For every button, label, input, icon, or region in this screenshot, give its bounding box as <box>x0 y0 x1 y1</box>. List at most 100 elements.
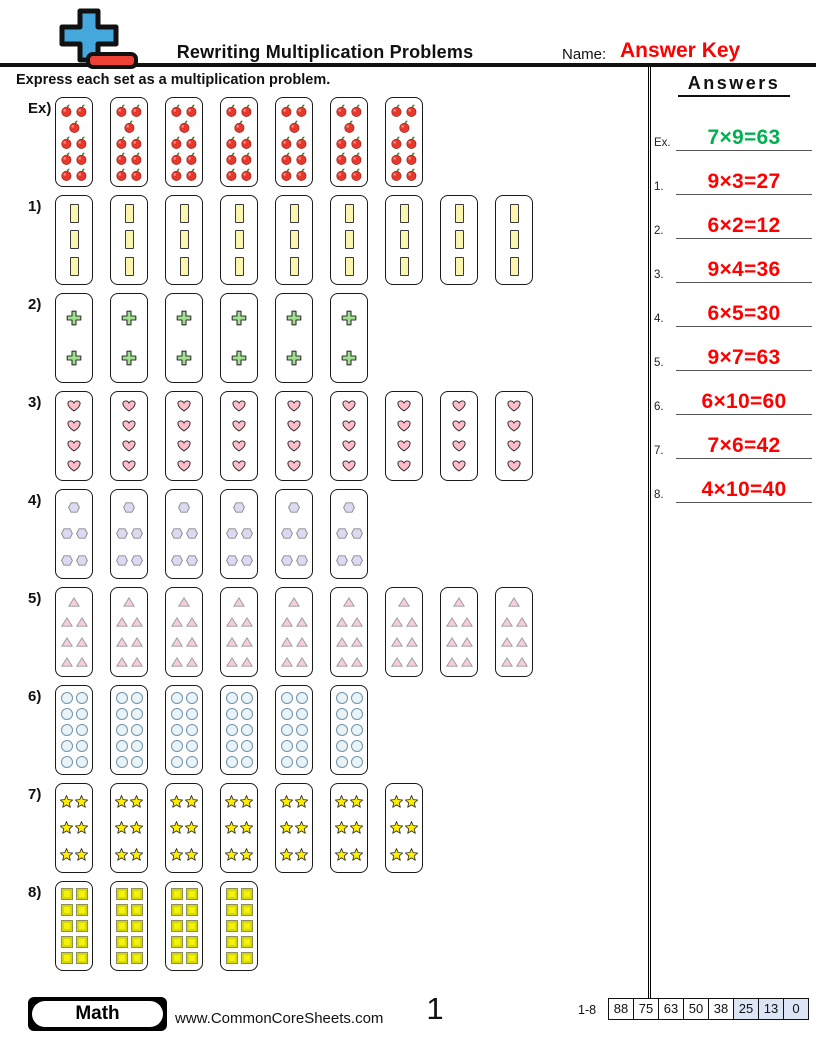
square-icon <box>115 936 128 948</box>
triangle-icon <box>445 637 458 647</box>
heart-icon <box>452 440 466 452</box>
shape-row <box>169 848 199 861</box>
star-icon <box>115 794 128 808</box>
triangle-icon <box>460 657 473 667</box>
square-icon <box>130 920 143 932</box>
score-cell: 25 <box>733 998 759 1020</box>
triangle-icon <box>453 597 465 607</box>
group-card <box>330 195 368 285</box>
shape-row <box>499 597 529 607</box>
group-card <box>165 783 203 873</box>
group-card <box>330 97 368 187</box>
shape-row <box>114 502 144 513</box>
shape-row <box>59 104 89 117</box>
answer-value: 6×2=12 <box>707 213 781 237</box>
problem-row: 7) <box>0 783 650 873</box>
apple-icon <box>335 168 348 181</box>
answer-value: 4×10=40 <box>701 477 787 501</box>
shape-row <box>114 230 144 250</box>
shape-row <box>169 724 199 736</box>
problem-row: Ex) <box>0 97 650 187</box>
group-card <box>275 783 313 873</box>
answer-row: 2. 6×2=12 <box>654 195 814 239</box>
triangle-icon <box>75 637 88 647</box>
answer-number: 4. <box>654 313 664 325</box>
triangle-icon <box>115 637 128 647</box>
shape-row <box>389 257 419 277</box>
shape-row <box>224 350 254 366</box>
circle-icon <box>225 692 238 704</box>
shape-row <box>334 657 364 667</box>
shape-row <box>59 756 89 768</box>
circle-icon <box>60 708 73 720</box>
answers-title: Answers <box>678 73 790 97</box>
apple-icon <box>405 152 418 165</box>
apple-icon <box>405 168 418 181</box>
apple-icon <box>170 152 183 165</box>
shape-row <box>334 136 364 149</box>
square-icon <box>75 920 88 932</box>
circle-icon <box>225 724 238 736</box>
card-set <box>55 391 533 481</box>
group-card <box>110 783 148 873</box>
star-icon <box>390 848 403 861</box>
shape-row <box>224 708 254 720</box>
shape-row <box>114 821 144 835</box>
triangle-icon <box>60 657 73 667</box>
heart-icon <box>122 440 136 452</box>
star-icon <box>405 821 418 835</box>
score-cell: 88 <box>608 998 634 1020</box>
square-icon <box>60 936 73 948</box>
triangle-icon <box>405 637 418 647</box>
apple-icon <box>225 136 238 149</box>
apple-icon <box>405 104 418 117</box>
score-cell: 13 <box>758 998 784 1020</box>
shape-row <box>169 460 199 472</box>
bar-icon <box>289 203 299 223</box>
shape-row <box>499 230 529 250</box>
triangle-icon <box>295 657 308 667</box>
star-icon <box>170 848 183 861</box>
shape-row <box>224 168 254 181</box>
shape-row <box>389 120 419 133</box>
shape-row <box>279 740 309 752</box>
heart-icon <box>397 400 411 412</box>
shape-row <box>114 657 144 667</box>
shape-row <box>279 230 309 250</box>
hexagon-icon <box>60 528 73 540</box>
shape-row <box>499 617 529 627</box>
heart-icon <box>397 420 411 432</box>
circle-icon <box>185 724 198 736</box>
answer-row: 1. 9×3=27 <box>654 151 814 195</box>
heart-icon <box>67 460 81 472</box>
answer-row: 7. 7×6=42 <box>654 415 814 459</box>
circle-icon <box>240 724 253 736</box>
shape-row <box>114 888 144 900</box>
star-icon <box>75 821 88 835</box>
star-icon <box>240 848 253 861</box>
shape-row <box>279 400 309 412</box>
shape-row <box>499 657 529 667</box>
square-icon <box>75 952 88 964</box>
triangle-icon <box>460 617 473 627</box>
answer-value: 6×5=30 <box>707 301 781 325</box>
hexagon-icon <box>295 528 308 540</box>
shape-row <box>499 440 529 452</box>
heart-icon <box>397 440 411 452</box>
triangle-icon <box>515 657 528 667</box>
group-card <box>55 195 93 285</box>
apple-icon <box>335 104 348 117</box>
apple-icon <box>115 136 128 149</box>
apple-icon <box>390 136 403 149</box>
star-icon <box>405 794 418 808</box>
star-icon <box>130 848 143 861</box>
shape-row <box>59 904 89 916</box>
problem-row: 1) <box>0 195 650 285</box>
shape-row <box>279 821 309 835</box>
triangle-icon <box>295 637 308 647</box>
shape-row <box>169 257 199 277</box>
group-card <box>110 391 148 481</box>
shape-row <box>169 597 199 607</box>
apple-icon <box>130 168 143 181</box>
star-icon <box>295 848 308 861</box>
